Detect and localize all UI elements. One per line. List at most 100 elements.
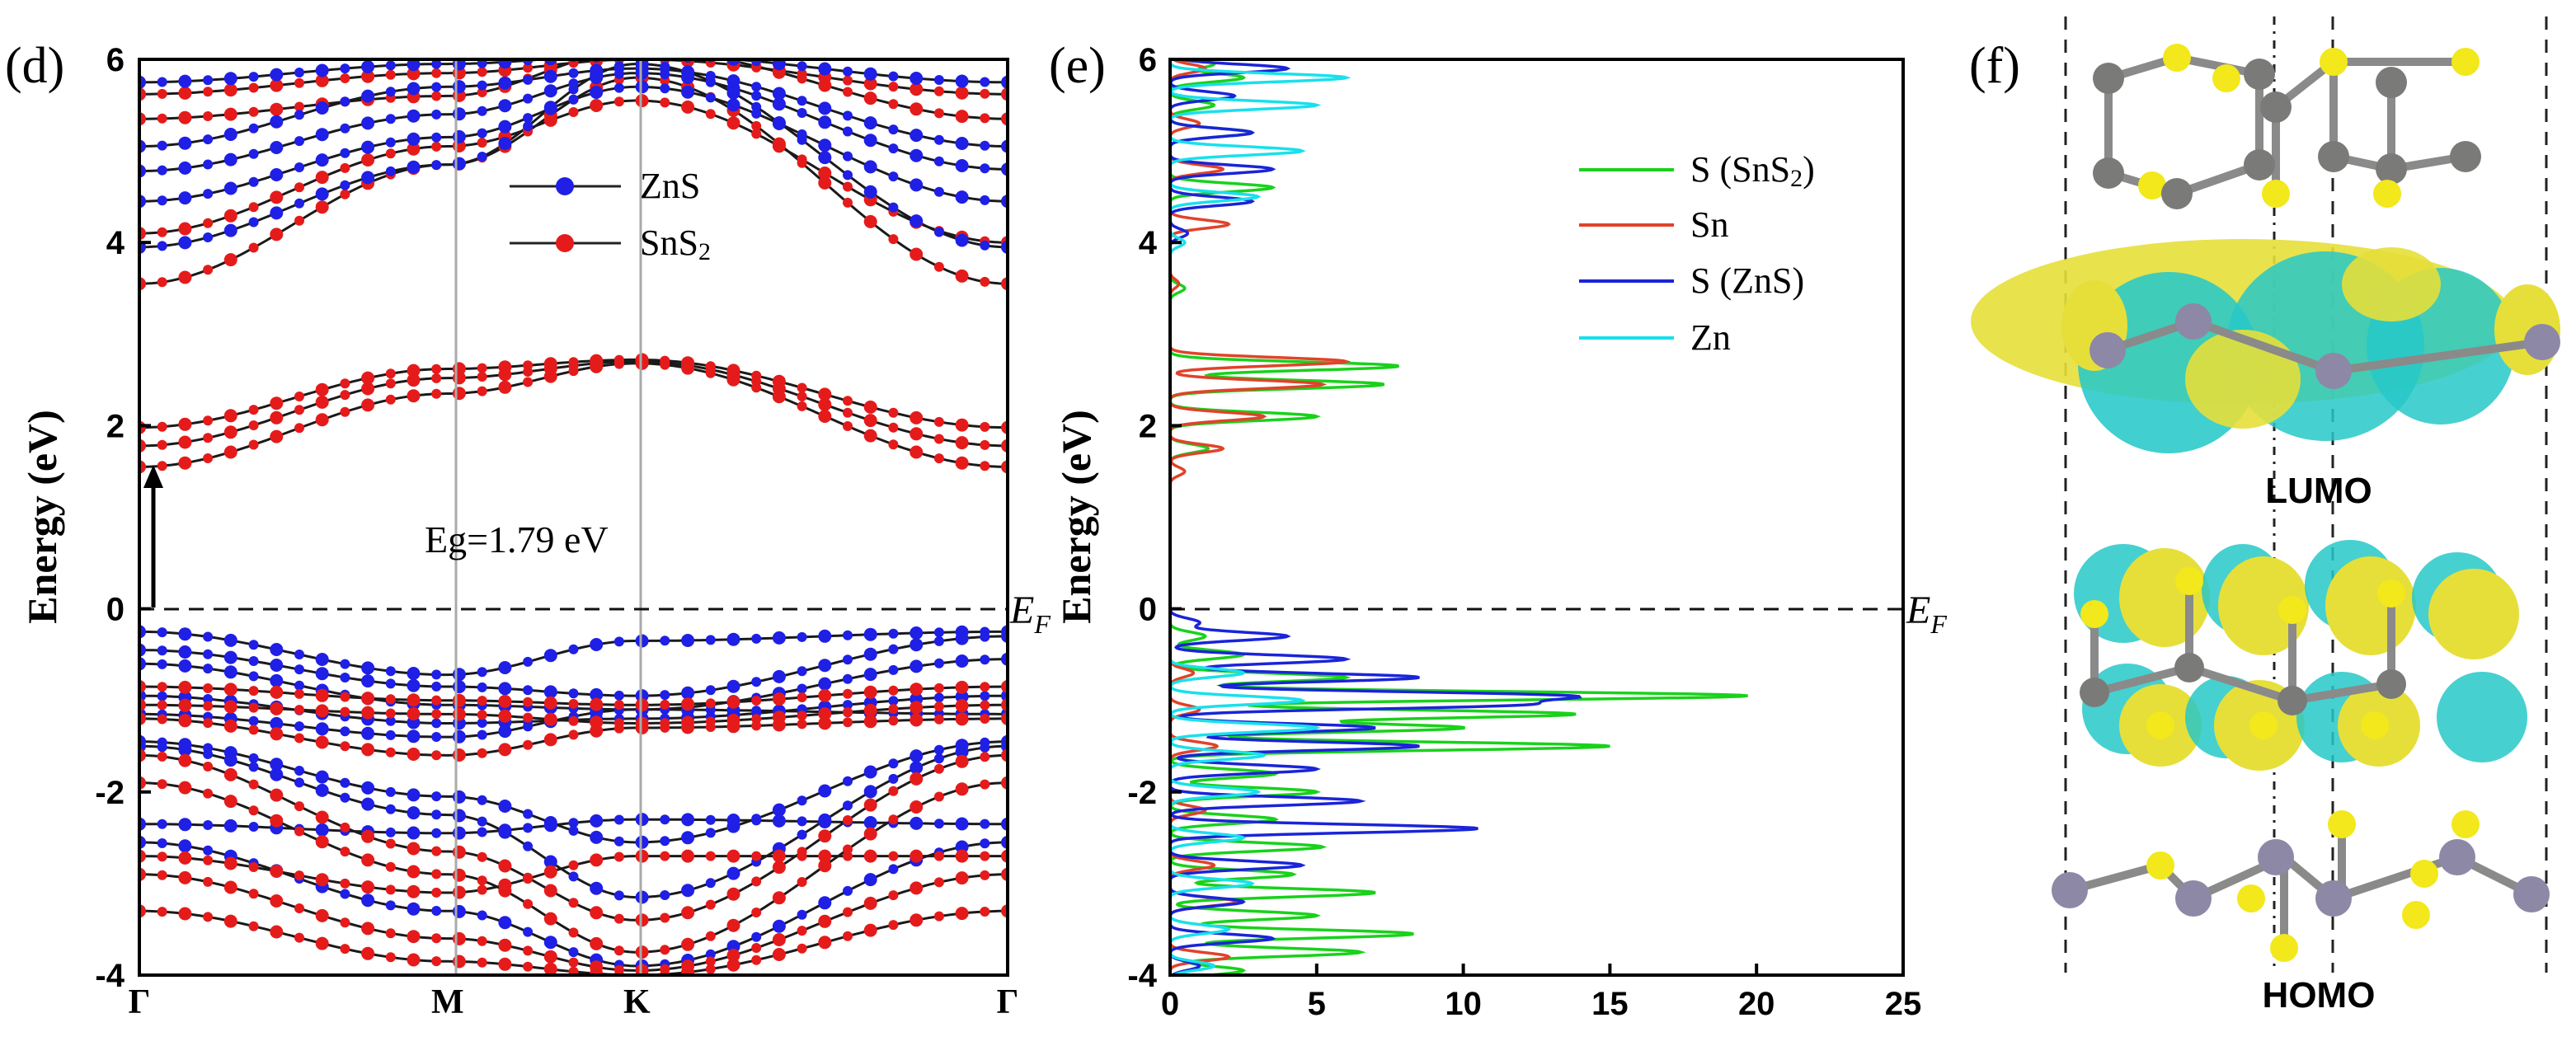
band-point (223, 425, 237, 439)
atom-zn (2315, 880, 2352, 917)
band-point (910, 772, 924, 786)
band-point (248, 822, 259, 832)
band-point (315, 200, 329, 214)
band-point (361, 140, 375, 154)
band-point (270, 68, 284, 82)
band-point (568, 966, 579, 975)
band-point (294, 801, 304, 812)
band-point (660, 912, 670, 923)
band-point (955, 86, 969, 100)
band-point (294, 766, 304, 776)
atom-zn (2175, 880, 2212, 917)
band-point (568, 94, 579, 105)
legend-label-s-zns: S (ZnS) (1690, 260, 1804, 301)
band-point (385, 804, 396, 814)
band-point (407, 902, 421, 916)
band-point (477, 128, 487, 138)
band-point (980, 140, 990, 151)
orbital-panel: (f) (1969, 16, 2560, 1016)
band-point (751, 59, 762, 67)
atom-zn (2175, 303, 2212, 340)
band-point (568, 78, 579, 89)
band-point (726, 679, 740, 693)
band-point (361, 382, 375, 396)
pdos-fermi-label-sub: F (1930, 609, 1947, 639)
band-point (955, 712, 969, 726)
band-point (294, 680, 304, 691)
band-point (772, 117, 786, 130)
band-point (315, 735, 329, 749)
band-point (772, 803, 786, 817)
band-point (315, 835, 329, 849)
legend-label-s-sns2-sub: 2 (1790, 165, 1803, 192)
band-point (910, 638, 924, 652)
pdos-y-tick-label: 4 (1139, 225, 1158, 261)
band-point (705, 71, 716, 81)
atom-s (2320, 48, 2348, 76)
band-point (955, 110, 969, 124)
band-point (843, 907, 853, 917)
band-point (157, 907, 167, 917)
band-point (888, 124, 899, 135)
band-point (223, 223, 237, 237)
atom-sn (2080, 678, 2109, 707)
band-point (223, 181, 237, 195)
band-point (270, 190, 284, 204)
band-point (888, 171, 899, 182)
band-point (157, 714, 167, 725)
pdos-x-tick-label: 25 (1885, 986, 1922, 1022)
band-point (431, 791, 442, 802)
band-point (315, 810, 329, 824)
band-point (910, 701, 924, 715)
band-point (203, 788, 214, 799)
band-point (477, 875, 487, 886)
band-point (843, 700, 853, 711)
band-point (294, 903, 304, 913)
band-point (980, 752, 990, 762)
band-point (843, 885, 853, 896)
band-point (315, 101, 329, 115)
band-point (498, 380, 512, 394)
band-point (660, 890, 670, 900)
band-point (955, 159, 969, 172)
band-point (294, 136, 304, 147)
band-point (523, 961, 534, 972)
band-point (361, 153, 375, 167)
atom-s (2402, 901, 2430, 929)
pdos-y-axis-label: Energy (eV) (1053, 410, 1099, 624)
band-point (726, 116, 740, 130)
band-point (635, 813, 649, 827)
band-point (888, 407, 899, 418)
band-point (888, 628, 899, 639)
band-point (157, 241, 167, 251)
band-point (270, 141, 284, 154)
band-point (361, 743, 375, 757)
band-point (543, 962, 557, 975)
band-point (726, 98, 740, 112)
band-point (910, 129, 924, 143)
band-point (248, 715, 259, 726)
band-point (772, 891, 786, 905)
band-point (726, 849, 740, 863)
band-point (270, 168, 284, 181)
band-point (385, 884, 396, 895)
band-point (863, 429, 877, 443)
band-point (843, 815, 853, 825)
band-point (818, 936, 832, 950)
band-point (751, 108, 762, 119)
band-point (590, 63, 604, 77)
band-point (407, 678, 421, 692)
band-point (543, 936, 557, 950)
band-point (407, 373, 421, 387)
band-point (431, 750, 442, 761)
band-point (407, 729, 421, 743)
band-point (203, 75, 214, 86)
band-point (772, 59, 786, 71)
band-lines (139, 59, 1008, 975)
band-point (933, 791, 944, 802)
band-point (705, 931, 716, 941)
pdos-legend: S (SnS2) Sn S (ZnS) Zn (1579, 149, 1815, 358)
atom-s (2212, 64, 2240, 92)
